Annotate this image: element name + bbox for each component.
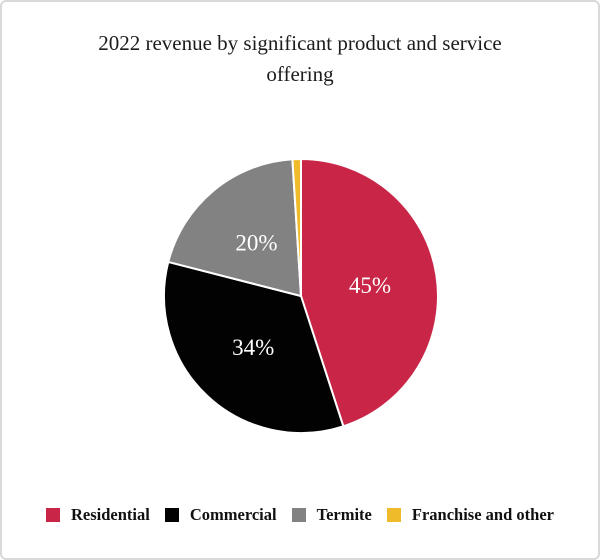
legend-label: Residential: [71, 505, 150, 524]
legend-swatch-icon: [291, 508, 306, 522]
legend-item-franchise-and-other: Franchise and other: [386, 505, 554, 525]
pie-slice-commercial: [163, 260, 345, 434]
legend-item-commercial: Commercial: [164, 505, 277, 525]
legend-item-residential: Residential: [46, 505, 150, 525]
legend-item-termite: Termite: [291, 505, 372, 525]
legend-label: Franchise and other: [411, 505, 554, 524]
pie-slice-label-termite: 20%: [235, 230, 277, 255]
legend-swatch-icon: [386, 508, 401, 522]
pie-slice-residential: [300, 158, 439, 428]
legend-label: Termite: [316, 505, 372, 524]
legend-swatch-icon: [46, 508, 60, 522]
pie-slice-label-commercial: 34%: [232, 335, 274, 360]
legend-label: Commercial: [189, 505, 277, 524]
chart-legend: Residential Commercial Termite Franchise an…: [2, 505, 598, 525]
pie-slice-franchise-and-other: [291, 158, 302, 297]
pie-slice-label-residential: 45%: [349, 273, 391, 298]
legend-swatch-icon: [164, 508, 179, 522]
chart-title: 2022 revenue by significant product and …: [98, 31, 502, 86]
pie-slice-termite: [167, 158, 302, 297]
